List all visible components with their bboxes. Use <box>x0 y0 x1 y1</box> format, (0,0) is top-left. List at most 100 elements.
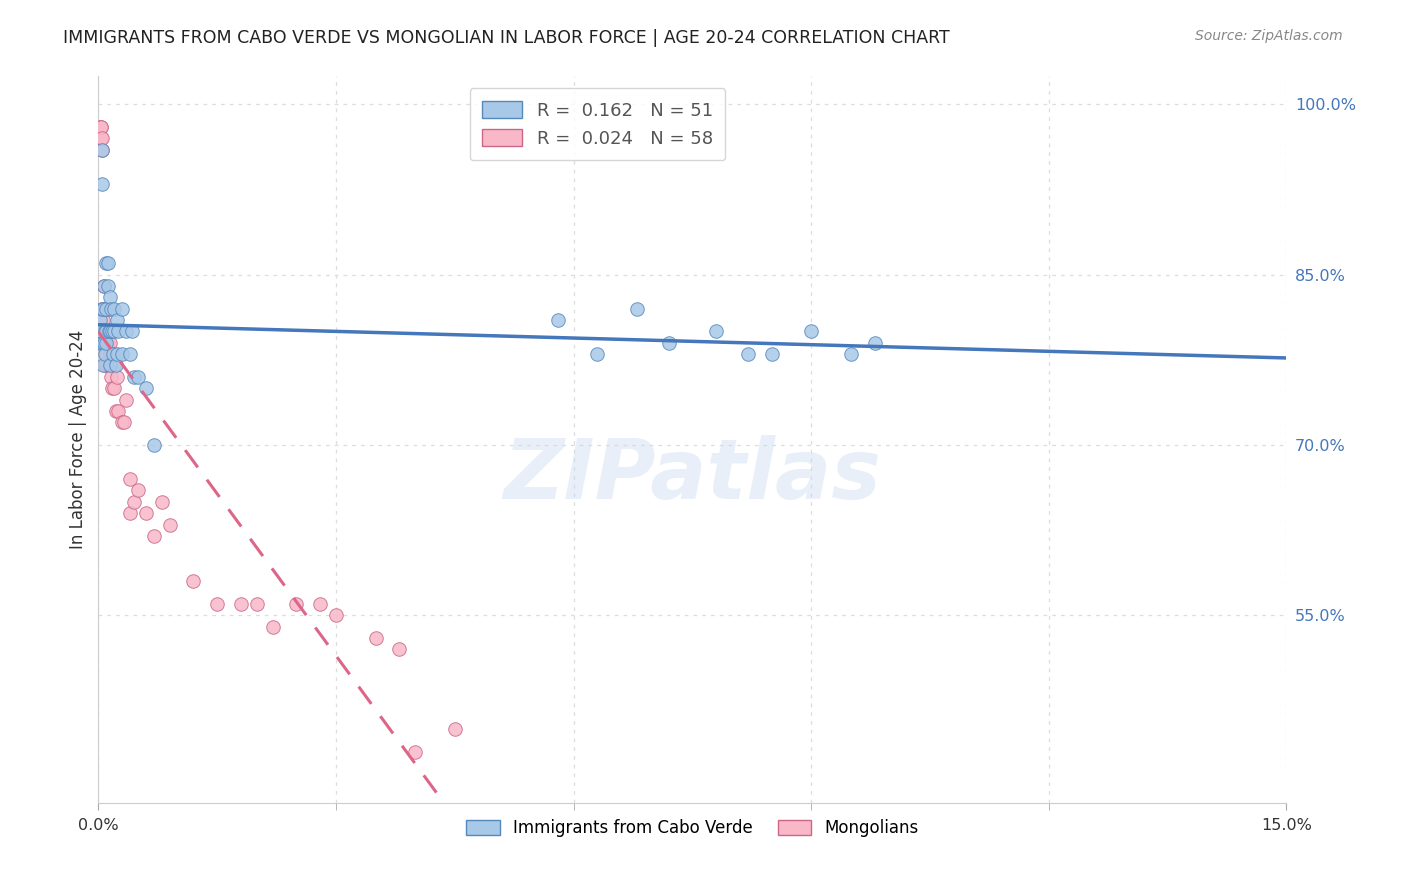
Point <box>107 404 129 418</box>
Text: Source: ZipAtlas.com: Source: ZipAtlas.com <box>1195 29 1343 43</box>
Point <box>93 335 115 350</box>
Text: IMMIGRANTS FROM CABO VERDE VS MONGOLIAN IN LABOR FORCE | AGE 20-24 CORRELATION C: IMMIGRANTS FROM CABO VERDE VS MONGOLIAN … <box>63 29 950 46</box>
Point <box>90 325 112 339</box>
Point <box>135 506 157 520</box>
Point <box>800 325 823 339</box>
Point <box>183 574 205 589</box>
Point <box>91 359 114 373</box>
Point <box>104 404 127 418</box>
Point <box>761 347 783 361</box>
Point <box>111 301 134 316</box>
Point <box>96 256 118 270</box>
Point <box>115 392 138 407</box>
Point <box>94 347 117 361</box>
Point <box>444 722 467 736</box>
Point <box>91 335 114 350</box>
Point <box>91 301 114 316</box>
Point <box>122 369 145 384</box>
Point <box>103 301 125 316</box>
Point <box>101 325 124 339</box>
Point <box>111 415 134 429</box>
Point <box>159 517 181 532</box>
Point <box>96 335 118 350</box>
Point <box>91 313 114 327</box>
Point <box>91 325 114 339</box>
Point <box>90 301 112 316</box>
Point <box>863 335 886 350</box>
Point <box>122 495 145 509</box>
Point <box>97 279 120 293</box>
Point <box>90 143 112 157</box>
Point <box>98 325 121 339</box>
Point <box>142 529 165 543</box>
Point <box>115 325 138 339</box>
Point <box>388 642 411 657</box>
Point <box>737 347 759 361</box>
Point <box>94 325 117 339</box>
Point <box>103 325 125 339</box>
Point <box>89 335 111 350</box>
Point <box>547 313 569 327</box>
Point <box>325 608 347 623</box>
Point <box>90 120 112 134</box>
Point <box>120 347 142 361</box>
Point <box>626 301 648 316</box>
Point <box>103 381 125 395</box>
Point <box>93 279 115 293</box>
Point <box>104 359 127 373</box>
Point <box>94 335 117 350</box>
Point <box>839 347 862 361</box>
Point <box>135 381 157 395</box>
Point <box>97 359 120 373</box>
Point <box>98 290 121 304</box>
Point <box>107 347 129 361</box>
Point <box>120 472 142 486</box>
Point <box>658 335 681 350</box>
Point <box>98 325 121 339</box>
Point <box>94 301 117 316</box>
Point <box>142 438 165 452</box>
Point <box>105 313 128 327</box>
Point <box>127 369 149 384</box>
Point <box>91 301 114 316</box>
Point <box>91 177 114 191</box>
Point <box>246 597 269 611</box>
Point <box>90 335 112 350</box>
Point <box>97 256 120 270</box>
Point <box>404 745 426 759</box>
Point <box>100 369 122 384</box>
Point <box>90 131 112 145</box>
Point <box>89 120 111 134</box>
Point <box>94 359 117 373</box>
Point <box>91 143 114 157</box>
Point <box>93 325 115 339</box>
Point <box>96 325 118 339</box>
Legend: Immigrants from Cabo Verde, Mongolians: Immigrants from Cabo Verde, Mongolians <box>458 811 927 846</box>
Point <box>91 301 114 316</box>
Point <box>150 495 173 509</box>
Point <box>97 325 120 339</box>
Point <box>111 347 134 361</box>
Point <box>103 359 125 373</box>
Point <box>101 381 124 395</box>
Point <box>121 325 143 339</box>
Point <box>262 620 284 634</box>
Point <box>364 631 387 645</box>
Point <box>93 279 115 293</box>
Point <box>112 415 135 429</box>
Point <box>101 347 124 361</box>
Y-axis label: In Labor Force | Age 20-24: In Labor Force | Age 20-24 <box>69 330 87 549</box>
Point <box>97 335 120 350</box>
Point <box>285 597 308 611</box>
Point <box>89 313 111 327</box>
Point <box>96 359 118 373</box>
Point <box>98 335 121 350</box>
Point <box>93 335 115 350</box>
Point <box>94 325 117 339</box>
Point <box>94 347 117 361</box>
Point <box>97 301 120 316</box>
Text: ZIPatlas: ZIPatlas <box>503 435 882 516</box>
Point <box>586 347 609 361</box>
Point <box>98 347 121 361</box>
Point <box>205 597 228 611</box>
